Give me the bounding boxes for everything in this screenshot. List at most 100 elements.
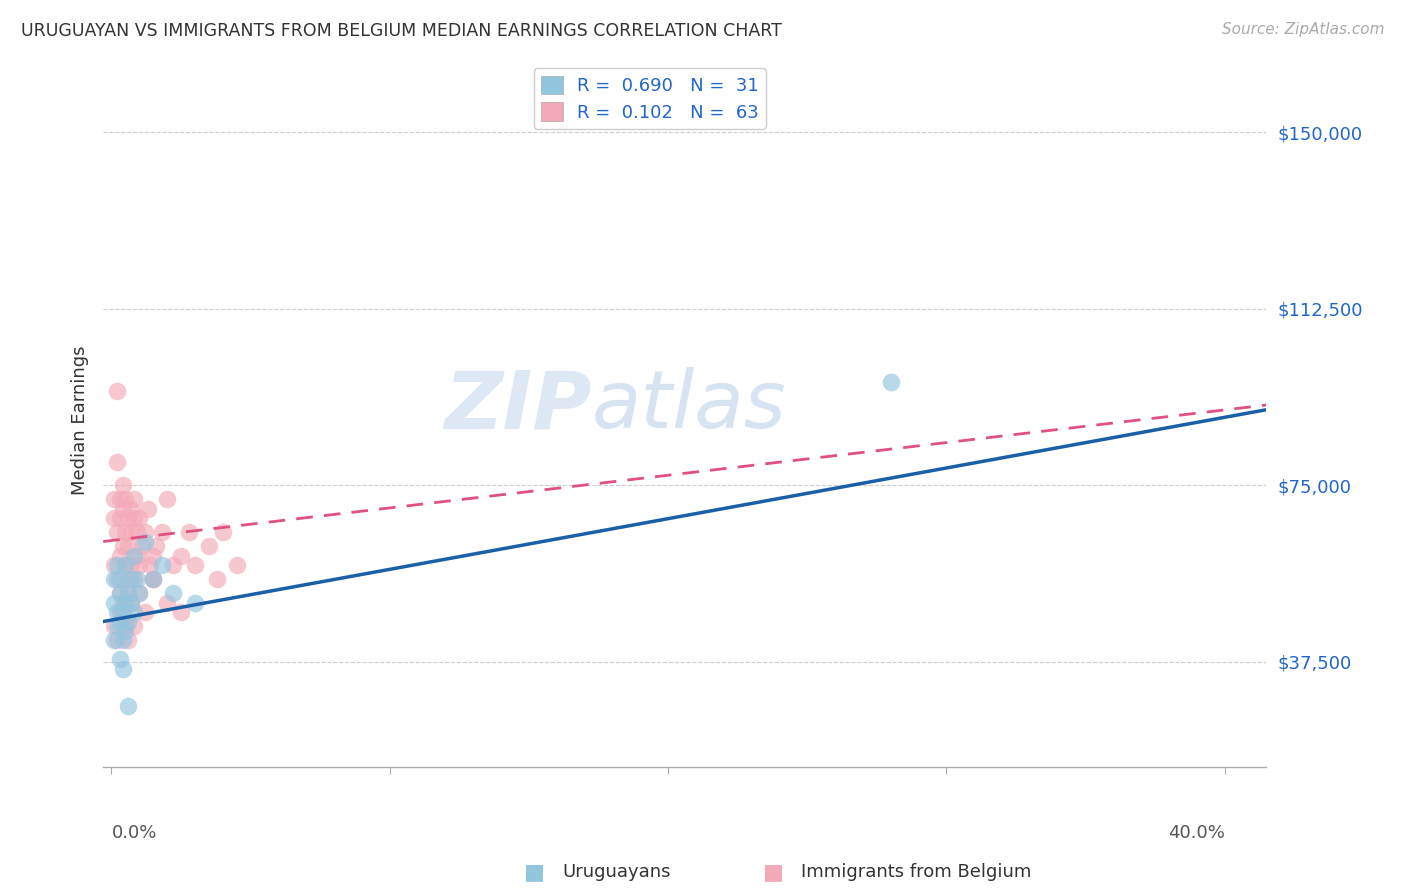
Point — [105, 572, 128, 586]
Point — [225, 558, 247, 572]
Point — [120, 596, 142, 610]
Point — [128, 558, 150, 572]
Point — [111, 662, 134, 676]
Point — [114, 492, 136, 507]
Point — [128, 511, 150, 525]
Point — [105, 384, 128, 398]
Text: URUGUAYAN VS IMMIGRANTS FROM BELGIUM MEDIAN EARNINGS CORRELATION CHART: URUGUAYAN VS IMMIGRANTS FROM BELGIUM MED… — [21, 22, 782, 40]
Point — [114, 619, 136, 633]
Point — [162, 586, 184, 600]
Point — [122, 549, 145, 563]
Point — [105, 558, 128, 572]
Point — [108, 549, 131, 563]
Point — [142, 572, 165, 586]
Text: Source: ZipAtlas.com: Source: ZipAtlas.com — [1222, 22, 1385, 37]
Point — [170, 605, 193, 619]
Point — [103, 511, 125, 525]
Point — [108, 652, 131, 666]
Point — [117, 615, 139, 629]
Point — [131, 539, 153, 553]
Point — [120, 558, 142, 572]
Point — [134, 534, 156, 549]
Point — [142, 549, 165, 563]
Point — [111, 478, 134, 492]
Point — [125, 572, 148, 586]
Point — [105, 633, 128, 648]
Point — [114, 558, 136, 572]
Point — [128, 586, 150, 600]
Text: atlas: atlas — [592, 368, 786, 445]
Point — [117, 572, 139, 586]
Point — [122, 492, 145, 507]
Point — [103, 558, 125, 572]
Point — [111, 633, 134, 648]
Point — [142, 572, 165, 586]
Point — [103, 596, 125, 610]
Text: ZIP: ZIP — [444, 368, 592, 445]
Point — [142, 572, 165, 586]
Point — [108, 511, 131, 525]
Point — [184, 596, 207, 610]
Point — [117, 539, 139, 553]
Point — [108, 586, 131, 600]
Point — [125, 525, 148, 540]
Point — [108, 615, 131, 629]
Point — [120, 525, 142, 540]
Point — [117, 511, 139, 525]
Point — [134, 605, 156, 619]
Point — [105, 605, 128, 619]
Point — [114, 619, 136, 633]
Point — [122, 572, 145, 586]
Point — [114, 558, 136, 572]
Text: ■: ■ — [524, 863, 544, 882]
Text: Uruguayans: Uruguayans — [562, 863, 671, 881]
Point — [205, 572, 228, 586]
Point — [879, 375, 901, 389]
Point — [103, 619, 125, 633]
Point — [108, 586, 131, 600]
Point — [111, 605, 134, 619]
Point — [111, 501, 134, 516]
Point — [120, 572, 142, 586]
Point — [122, 619, 145, 633]
Point — [150, 525, 173, 540]
Point — [170, 549, 193, 563]
Point — [120, 596, 142, 610]
Text: Immigrants from Belgium: Immigrants from Belgium — [801, 863, 1032, 881]
Point — [198, 539, 221, 553]
Point — [156, 492, 179, 507]
Point — [114, 596, 136, 610]
Text: 0.0%: 0.0% — [111, 824, 157, 842]
Point — [103, 633, 125, 648]
Point — [122, 511, 145, 525]
Point — [179, 525, 201, 540]
Text: 40.0%: 40.0% — [1167, 824, 1225, 842]
Point — [136, 501, 159, 516]
Point — [117, 633, 139, 648]
Point — [111, 539, 134, 553]
Point — [117, 586, 139, 600]
Point — [108, 605, 131, 619]
Point — [108, 572, 131, 586]
Point — [211, 525, 233, 540]
Y-axis label: Median Earnings: Median Earnings — [72, 345, 89, 495]
Point — [103, 572, 125, 586]
Point — [103, 492, 125, 507]
Point — [184, 558, 207, 572]
Point — [120, 501, 142, 516]
Point — [105, 619, 128, 633]
Point — [128, 586, 150, 600]
Text: ■: ■ — [763, 863, 783, 882]
Legend: R =  0.690   N =  31, R =  0.102   N =  63: R = 0.690 N = 31, R = 0.102 N = 63 — [534, 69, 766, 128]
Point — [108, 492, 131, 507]
Point — [114, 525, 136, 540]
Point — [117, 586, 139, 600]
Point — [150, 558, 173, 572]
Point — [145, 539, 167, 553]
Point — [134, 525, 156, 540]
Point — [114, 624, 136, 638]
Point — [139, 558, 162, 572]
Point — [111, 596, 134, 610]
Point — [125, 549, 148, 563]
Point — [156, 596, 179, 610]
